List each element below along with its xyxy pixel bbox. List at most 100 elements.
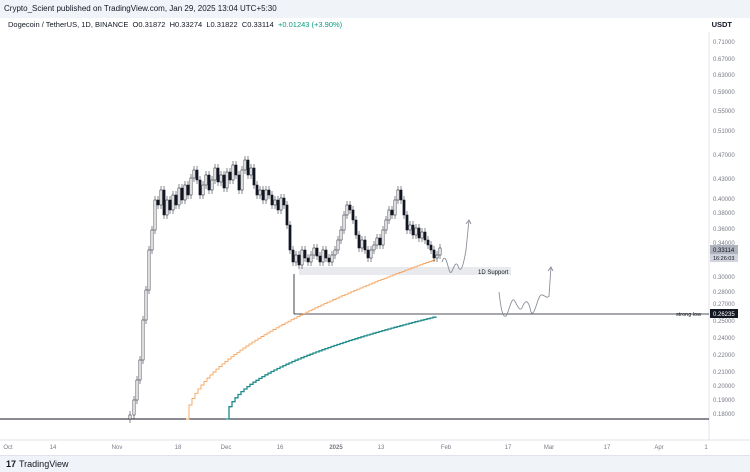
candle: [291, 249, 295, 263]
candle: [252, 167, 256, 186]
candle: [246, 159, 250, 176]
ma-orange-line: [186, 259, 436, 420]
candle: [180, 187, 184, 201]
candle: [249, 167, 253, 176]
tradingview-brand[interactable]: 17 TradingView: [6, 459, 69, 470]
candle: [366, 249, 370, 259]
price-tick-label: 0.18000: [713, 412, 735, 418]
time-tick-label: 16: [277, 445, 284, 451]
candle: [336, 239, 340, 251]
close-value: C0.33114: [241, 20, 274, 29]
candle: [357, 234, 361, 249]
candle: [345, 204, 349, 216]
candle: [192, 169, 196, 179]
strong-low-label: strong low: [676, 312, 701, 318]
time-tick-label: 18: [175, 445, 182, 451]
candle: [183, 184, 187, 201]
candle: [258, 189, 262, 196]
candle: [156, 199, 160, 206]
candle: [144, 289, 148, 321]
candle: [300, 249, 304, 266]
symbol-info: Dogecoin / TetherUS, 1D, BINANCE O0.3187…: [8, 18, 342, 32]
candle: [378, 237, 382, 246]
candle: [168, 199, 172, 211]
candle: [339, 229, 343, 241]
time-tick-label: Oct: [3, 445, 13, 451]
candle: [255, 184, 259, 196]
candle: [285, 204, 289, 226]
candle: [348, 204, 352, 211]
candle: [318, 255, 322, 263]
candle: [153, 199, 157, 231]
price-tick-label: 0.30000: [713, 275, 735, 281]
candle: [141, 319, 145, 361]
candle: [240, 169, 244, 191]
price-axis[interactable]: 0.71000 0.67000 0.63000 0.59000 0.55000 0.510…: [713, 40, 735, 418]
published-bar: Crypto_Scient published on TradingView.c…: [0, 0, 750, 18]
price-tick-label: 0.28000: [713, 290, 735, 296]
candle: [261, 189, 265, 201]
price-tick-label: 0.21000: [713, 370, 735, 376]
time-tick-label: Dec: [221, 445, 232, 451]
price-tick-label: 0.63000: [713, 73, 735, 79]
brand-text: TradingView: [19, 459, 69, 469]
low-value: L0.31822: [206, 20, 238, 29]
time-tick-label: Feb: [441, 445, 452, 451]
candle: [288, 224, 292, 251]
ma-teal-line: [226, 316, 437, 420]
candle: [186, 184, 190, 196]
footer-bar: 17 TradingView: [0, 455, 750, 472]
candle: [213, 167, 217, 181]
time-tick-label: 17: [505, 445, 512, 451]
candle: [237, 174, 241, 191]
candle: [402, 199, 406, 216]
candle: [330, 254, 334, 263]
currency-label[interactable]: USDT: [711, 20, 732, 29]
support-label: 1D Support: [478, 270, 509, 276]
candle: [414, 227, 418, 236]
projection-arrow-1: [465, 219, 472, 225]
time-tick-label: 17: [604, 445, 611, 451]
candle: [216, 167, 220, 183]
candle: [159, 189, 163, 206]
time-tick-label: Mar: [544, 445, 554, 451]
projection-arrow-2: [547, 266, 554, 272]
candle: [282, 197, 286, 206]
candle: [195, 169, 199, 181]
candle: [150, 229, 154, 251]
candle: [387, 209, 391, 221]
candle: [279, 197, 283, 211]
candles: [128, 156, 442, 423]
candle: [321, 249, 325, 263]
price-tick-label: 0.19000: [713, 398, 735, 404]
candle: [165, 199, 169, 216]
candle: [309, 254, 313, 263]
candle: [231, 164, 235, 181]
candle: [426, 239, 430, 246]
candle: [327, 257, 331, 263]
time-tick-label: 13: [378, 445, 385, 451]
candle: [315, 247, 319, 257]
candle: [132, 399, 136, 416]
candle: [411, 224, 415, 236]
candle: [297, 254, 301, 266]
time-tick-label: Apr: [654, 445, 663, 451]
candle: [399, 189, 403, 201]
candle: [243, 159, 247, 171]
candle: [360, 239, 364, 249]
candle: [228, 171, 232, 181]
candle: [174, 194, 178, 206]
candle: [372, 244, 376, 251]
tradingview-logo-icon: 17: [6, 459, 17, 469]
time-tick-label: 2025: [329, 445, 343, 451]
candle: [177, 187, 181, 206]
price-tick-label: 0.38000: [713, 211, 735, 217]
candle: [396, 189, 400, 201]
candle: [207, 174, 211, 191]
time-axis[interactable]: Oct 14 Nov 18 Dec 16 2025 13 Feb 17 Mar 17 Apr 1: [3, 445, 708, 451]
candle: [423, 231, 427, 241]
candle: [351, 209, 355, 221]
time-tick-label: 1: [704, 445, 708, 451]
time-tick-label: Nov: [112, 445, 123, 451]
